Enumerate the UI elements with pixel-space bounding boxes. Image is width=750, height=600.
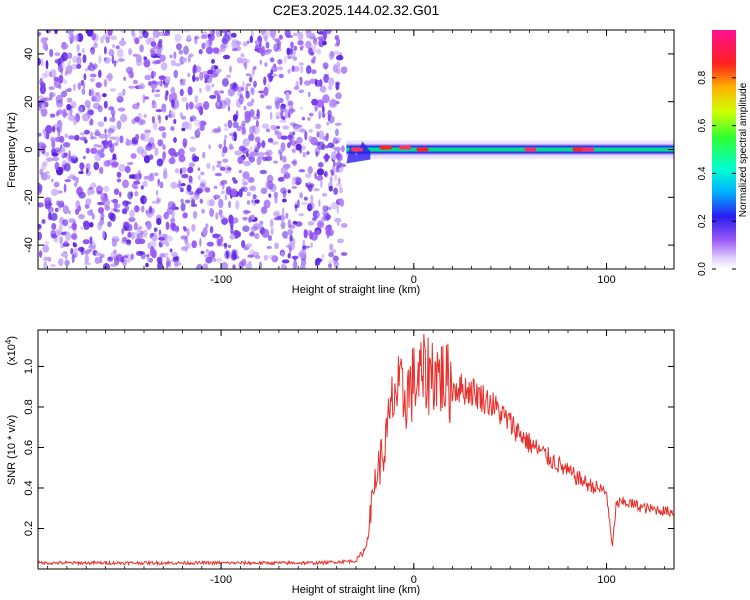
colorbar-tick-label: 0.8 bbox=[697, 70, 708, 84]
hot-spot bbox=[399, 145, 412, 150]
y-tick-label: 40 bbox=[23, 48, 35, 60]
x-tick-label: 0 bbox=[411, 274, 417, 286]
y-tick-label: 20 bbox=[23, 96, 35, 108]
spectrogram-panel: -100 0 100 -40 -20 0 20 40 Height of straight l… bbox=[6, 29, 675, 296]
signal-band bbox=[346, 140, 674, 164]
spectrogram-ylabel: Frequency (Hz) bbox=[6, 112, 18, 188]
hot-spot bbox=[416, 147, 429, 152]
y-tick-label: 0.8 bbox=[23, 399, 35, 414]
colorbar-ticks: 0.0 0.2 0.4 0.6 0.8 bbox=[697, 70, 736, 276]
colorbar-tick-label: 0.4 bbox=[697, 166, 708, 180]
x-tick-label: -100 bbox=[210, 574, 232, 586]
noise-speckle bbox=[38, 30, 348, 269]
snr-axes: -100 0 100 0.2 0.4 0.6 0.8 1.0 bbox=[23, 330, 674, 586]
snr-series-line bbox=[38, 333, 674, 567]
scale-label: (x10 bbox=[6, 344, 18, 365]
spectrogram-axes: -100 0 100 -40 -20 0 20 40 bbox=[23, 30, 674, 286]
hot-spot bbox=[572, 147, 585, 152]
hot-spot bbox=[582, 147, 595, 152]
colorbar-gradient bbox=[712, 30, 736, 269]
x-tick-label: 100 bbox=[597, 274, 615, 286]
hot-spot bbox=[379, 145, 392, 150]
snr-scale-factor: (x104) bbox=[4, 336, 18, 366]
chart-title: C2E3.2025.144.02.32.G01 bbox=[273, 2, 440, 18]
svg-text:(x104): (x104) bbox=[4, 336, 18, 366]
spectrogram-xlabel: Height of straight line (km) bbox=[292, 284, 420, 296]
snr-xlabel: Height of straight line (km) bbox=[292, 584, 420, 596]
snr-ylabel: SNR (10 * v/v) bbox=[6, 415, 18, 485]
colorbar: 0.0 0.2 0.4 0.6 0.8 Normalized spectral ampl… bbox=[697, 30, 749, 276]
y-tick-label: 0 bbox=[23, 146, 35, 152]
colorbar-tick-label: 0.2 bbox=[697, 214, 708, 228]
colorbar-label: Normalized spectral amplitude bbox=[738, 82, 749, 217]
y-tick-label: -20 bbox=[23, 189, 35, 205]
x-tick-label: 100 bbox=[597, 574, 615, 586]
y-tick-label: 1.0 bbox=[23, 359, 35, 374]
x-tick-label: -100 bbox=[210, 274, 232, 286]
snr-frame bbox=[37, 329, 675, 570]
y-tick-label: 0.6 bbox=[23, 440, 35, 455]
hot-spot bbox=[524, 147, 537, 152]
y-tick-label: 0.2 bbox=[23, 521, 35, 536]
heatmap-layer bbox=[38, 30, 674, 269]
snr-panel: -100 0 100 0.2 0.4 0.6 0.8 1.0 Height of straig… bbox=[4, 329, 675, 596]
colorbar-tick-label: 0.6 bbox=[697, 118, 708, 132]
scale-exponent: 4 bbox=[4, 339, 13, 344]
y-tick-label: -40 bbox=[23, 237, 35, 253]
hot-spot bbox=[351, 147, 363, 152]
y-tick-label: 0.4 bbox=[23, 480, 35, 495]
colorbar-tick-label: 0.0 bbox=[697, 262, 708, 276]
x-tick-label: 0 bbox=[411, 574, 417, 586]
